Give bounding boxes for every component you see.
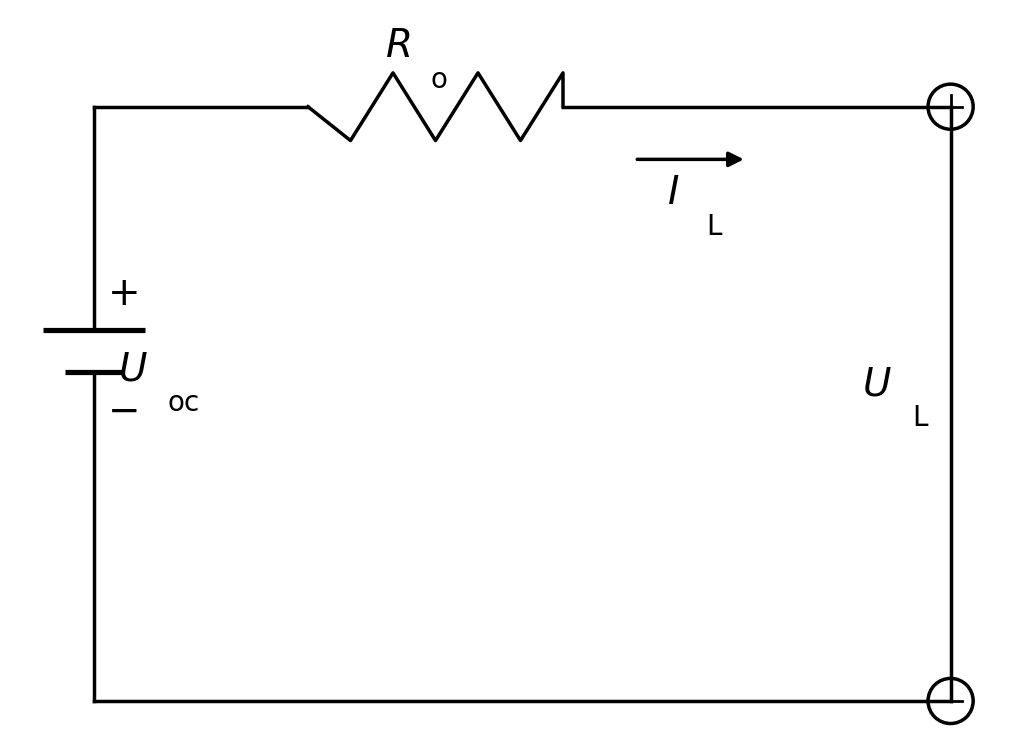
Text: $R$: $R$ — [385, 28, 411, 65]
Text: $-$: $-$ — [108, 393, 137, 430]
Text: $\mathrm{o}$: $\mathrm{o}$ — [430, 67, 447, 94]
Text: $U$: $U$ — [118, 352, 147, 389]
Text: $\mathrm{L}$: $\mathrm{L}$ — [911, 405, 929, 433]
Text: $\mathrm{L}$: $\mathrm{L}$ — [706, 214, 723, 241]
Text: $+$: $+$ — [108, 276, 137, 313]
Text: $U$: $U$ — [862, 366, 892, 403]
Text: $I$: $I$ — [667, 174, 679, 211]
Text: $\mathrm{oc}$: $\mathrm{oc}$ — [167, 390, 200, 418]
